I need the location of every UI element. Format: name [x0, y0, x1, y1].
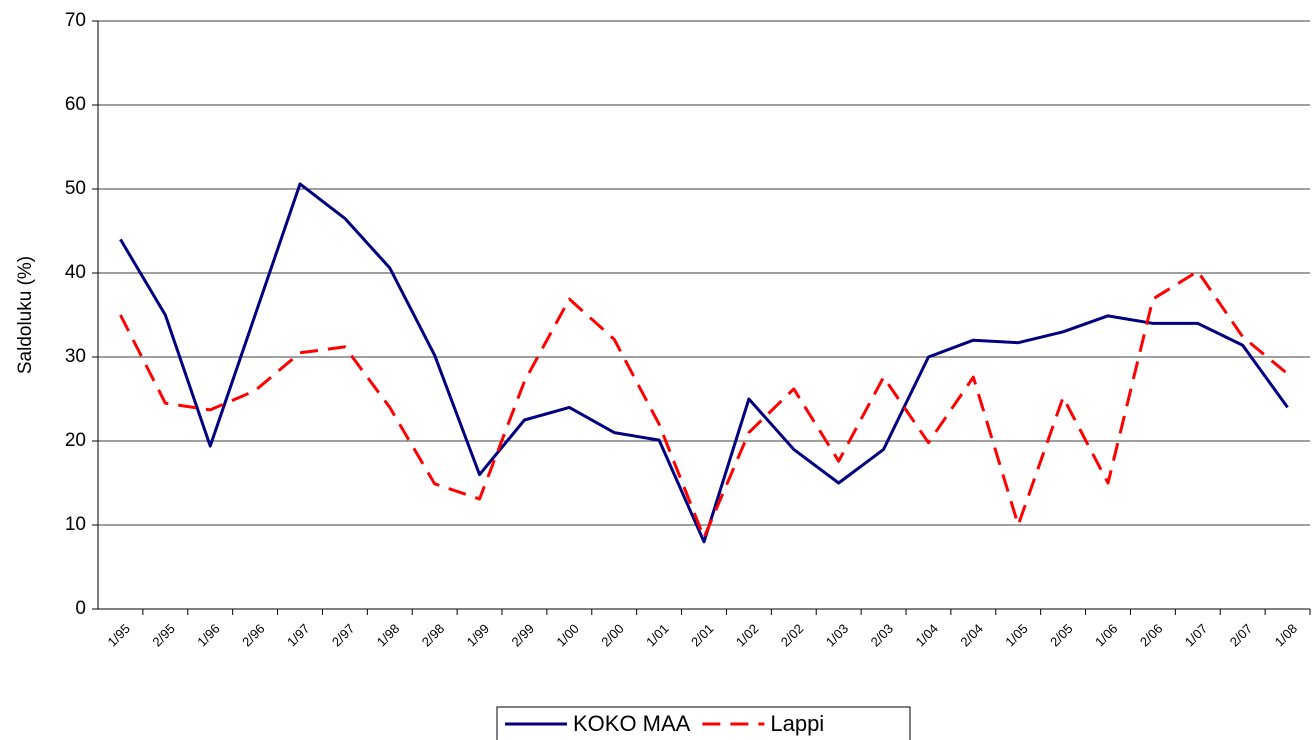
series-line	[119, 182, 1289, 544]
x-tick-label: 2/03	[868, 621, 897, 650]
x-tick-label: 2/04	[957, 621, 986, 650]
x-tick-label: 1/08	[1272, 621, 1301, 650]
y-tick-label: 30	[65, 346, 86, 367]
x-tick-label: 2/05	[1047, 621, 1076, 650]
x-tick-label: 1/02	[733, 621, 762, 650]
y-tick-label: 20	[65, 430, 86, 451]
x-tick-label: 1/05	[1002, 621, 1031, 650]
x-tick-label: 2/00	[598, 621, 627, 650]
x-tick-label: 1/98	[374, 621, 403, 650]
x-tick-label: 1/99	[464, 621, 493, 650]
series-line	[119, 269, 1289, 540]
x-tick-label: 1/97	[284, 621, 313, 650]
x-tick-label: 2/99	[508, 621, 537, 650]
legend-label: KOKO MAA	[573, 711, 691, 736]
x-tick-label: 1/03	[823, 621, 852, 650]
x-tick-label: 2/95	[149, 621, 178, 650]
x-tick-label: 1/01	[643, 621, 672, 650]
x-tick-label: 1/96	[194, 621, 223, 650]
y-tick-label: 70	[65, 10, 86, 31]
x-tick-label: 2/01	[688, 621, 717, 650]
x-tick-label: 2/07	[1227, 621, 1256, 650]
y-tick-label: 10	[65, 514, 86, 535]
legend-label: Lappi	[770, 711, 824, 736]
x-tick-label: 2/02	[778, 621, 807, 650]
x-tick-label: 2/98	[419, 621, 448, 650]
y-axis-label: Saldoluku (%)	[15, 256, 36, 374]
x-tick-label: 2/97	[329, 621, 358, 650]
y-tick-label: 0	[75, 598, 86, 619]
y-tick-label: 50	[65, 178, 86, 199]
y-tick-label: 60	[65, 94, 86, 115]
x-tick-label: 1/00	[553, 621, 582, 650]
x-tick-label: 2/06	[1137, 621, 1166, 650]
x-tick-label: 2/96	[239, 621, 268, 650]
x-tick-label: 1/95	[104, 621, 133, 650]
x-tick-label: 1/06	[1092, 621, 1121, 650]
x-tick-label: 1/07	[1182, 621, 1211, 650]
x-tick-label: 1/04	[912, 621, 941, 650]
y-tick-label: 40	[65, 262, 86, 283]
